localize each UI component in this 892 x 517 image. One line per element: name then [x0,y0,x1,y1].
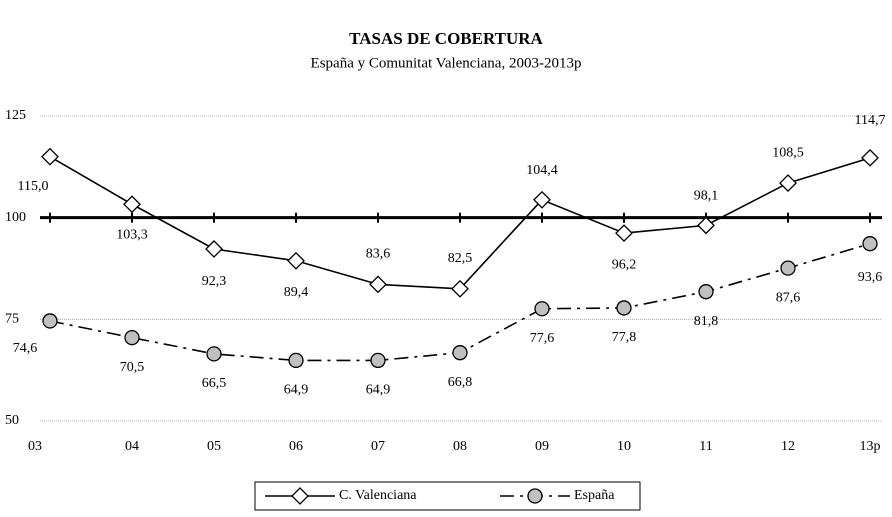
x-tick-label: 07 [371,439,385,454]
legend-marker [291,487,309,505]
chart-subtitle: España y Comunitat Valenciana, 2003-2013… [311,55,582,71]
point [124,329,140,346]
point [451,279,469,298]
point [779,174,797,193]
data-label: 104,4 [526,163,558,178]
point [205,240,223,258]
series-line [49,155,871,290]
data-label: 66,8 [448,375,473,390]
x-tick-label: 08 [453,439,467,454]
data-label: 93,6 [858,270,883,285]
data-label: 114,7 [855,113,886,128]
point [615,224,633,243]
x-tick-label: 06 [289,439,303,454]
data-label: 77,8 [612,330,637,345]
point [452,345,468,361]
point [616,300,632,316]
data-label: 64,9 [366,383,391,398]
data-label: 115,0 [18,179,49,194]
legend-label: España [574,488,615,503]
x-tick-label: 05 [207,439,221,454]
data-label: 87,6 [776,290,801,305]
x-tick-label: 09 [535,439,549,454]
point [41,147,59,166]
data-label: 96,2 [612,257,637,272]
y-tick-label: 50 [5,413,19,428]
x-tick-label: 10 [617,439,631,454]
data-label: 81,8 [694,314,719,329]
x-tick-label: 04 [125,439,139,454]
point [370,352,386,369]
chart-title: TASAS DE COBERTURA [349,29,543,48]
data-label: 74,6 [13,341,38,356]
point [698,284,714,300]
data-label: 83,6 [366,247,391,262]
point [206,346,222,362]
data-label: 92,3 [202,274,227,289]
x-tick-label: 11 [699,439,712,454]
point [697,216,715,235]
data-label: 66,5 [202,376,227,391]
point [780,260,796,276]
point [862,236,878,252]
x-tick-label: 03 [28,439,42,454]
point [287,251,305,270]
x-tick-label: 13p [860,439,881,454]
data-label: 98,1 [694,189,719,204]
legend-label: C. Valenciana [339,488,417,503]
y-tick-label: 75 [5,312,19,327]
point [288,352,304,369]
data-label: 64,9 [284,383,309,398]
y-tick-label: 100 [5,210,26,225]
y-tick-label: 125 [5,108,26,123]
data-label: 77,6 [530,331,555,346]
data-label: 70,5 [120,360,145,375]
point [861,148,879,167]
data-label: 108,5 [772,145,804,160]
point [533,190,551,209]
point [123,195,141,214]
point [42,313,58,329]
data-label: 89,4 [284,285,309,300]
data-label: 82,5 [448,251,473,266]
point [534,301,550,317]
point [369,275,387,294]
x-tick-label: 12 [781,439,795,454]
legend-marker [527,488,543,504]
data-label: 103,3 [116,227,148,242]
